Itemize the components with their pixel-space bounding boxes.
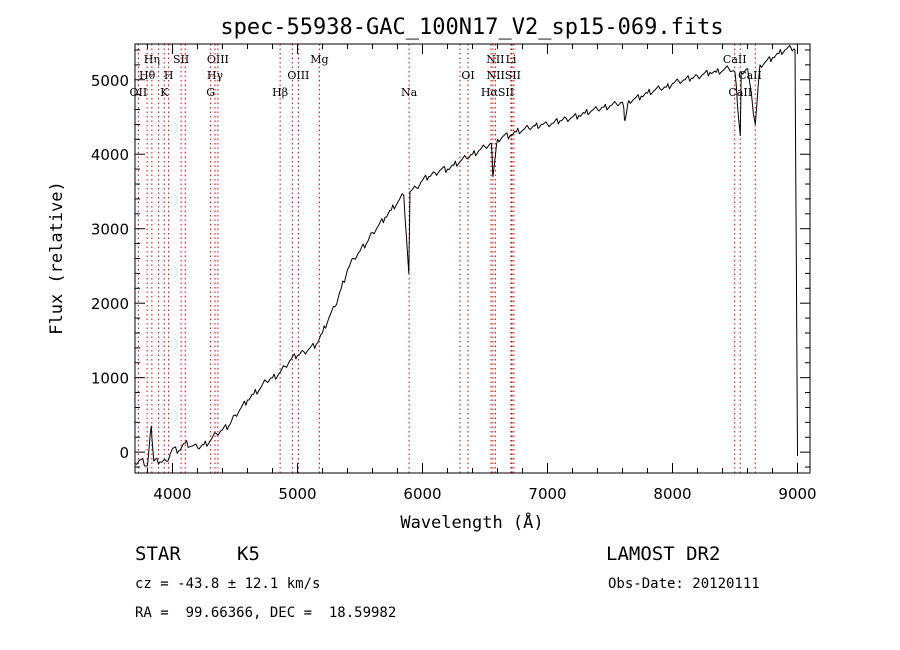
- line-label: Na: [401, 86, 418, 99]
- line-label: Hθ: [139, 69, 156, 82]
- spectrum-line: [134, 45, 798, 467]
- y-tick-label: 3000: [91, 221, 129, 239]
- line-label: OIII: [207, 53, 229, 66]
- line-label: NIISII: [486, 69, 521, 82]
- plot-frame: [134, 43, 811, 474]
- line-label: NII: [486, 53, 504, 66]
- line-label: OII: [130, 86, 148, 99]
- line-label: Hη: [144, 53, 160, 66]
- x-tick-label: 8000: [653, 485, 691, 503]
- survey-name: LAMOST DR2: [606, 543, 721, 565]
- y-tick-label: 4000: [91, 146, 129, 164]
- line-label: SII: [173, 53, 189, 66]
- observation-date: Obs-Date: 20120111: [608, 576, 760, 592]
- x-tick-label: 4000: [153, 485, 191, 503]
- y-tick-label: 2000: [91, 295, 129, 313]
- line-label: Hβ: [272, 86, 288, 99]
- x-tick-label: 7000: [528, 485, 566, 503]
- y-tick-label: 5000: [91, 72, 129, 90]
- chart-title: spec-55938-GAC_100N17_V2_sp15-069.fits: [220, 15, 723, 40]
- spectrum-series: [134, 45, 798, 467]
- sky-coordinates: RA = 99.66366, DEC = 18.59982: [135, 605, 397, 621]
- object-class: STAR: [135, 543, 181, 565]
- object-subclass: K5: [237, 543, 260, 565]
- line-label: CaII: [723, 53, 747, 66]
- line-label: HαSII: [481, 86, 514, 99]
- line-label: Mg: [310, 53, 328, 66]
- y-axis-label: Flux (relative): [47, 181, 67, 335]
- x-axis-label: Wavelength (Å): [400, 511, 543, 533]
- x-tick-label: 5000: [278, 485, 316, 503]
- x-tick-label: 6000: [403, 485, 441, 503]
- line-label: Hγ: [207, 69, 224, 82]
- redshift-velocity: cz = -43.8 ± 12.1 km/s: [135, 576, 321, 592]
- x-tick-label: 9000: [778, 485, 816, 503]
- line-label: CaII: [728, 86, 752, 99]
- y-tick-label: 0: [119, 444, 129, 462]
- y-tick-label: 1000: [91, 370, 129, 388]
- line-label: K: [160, 86, 169, 99]
- line-label: G: [206, 86, 215, 99]
- line-label: Li: [506, 53, 517, 66]
- line-label: OIII: [287, 69, 309, 82]
- line-label: OI: [461, 69, 474, 82]
- plot-axes: 4000 5000 6000 7000 8000 9000 0 1000 2000 3000 400…: [91, 43, 817, 503]
- spectral-line-markers: [137, 44, 756, 473]
- line-label: H: [164, 69, 174, 82]
